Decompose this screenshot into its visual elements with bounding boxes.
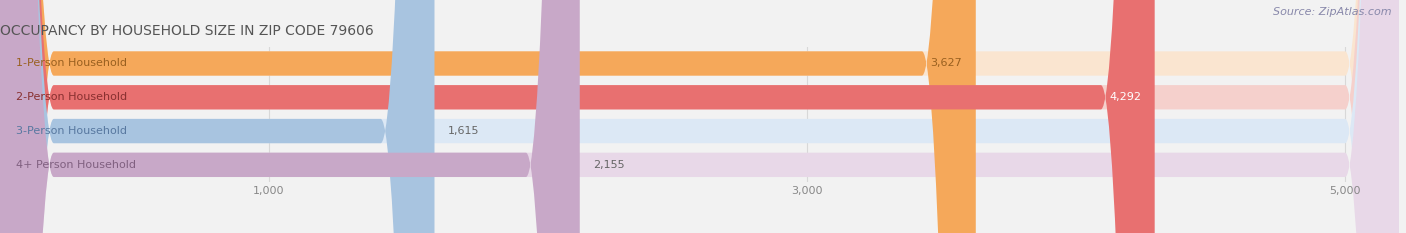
Text: 1,615: 1,615 <box>449 126 479 136</box>
FancyBboxPatch shape <box>0 0 976 233</box>
Text: 4+ Person Household: 4+ Person Household <box>15 160 136 170</box>
FancyBboxPatch shape <box>0 0 579 233</box>
Text: 4,292: 4,292 <box>1109 92 1142 102</box>
Text: 1-Person Household: 1-Person Household <box>15 58 127 69</box>
FancyBboxPatch shape <box>0 0 1154 233</box>
Text: Source: ZipAtlas.com: Source: ZipAtlas.com <box>1274 7 1392 17</box>
Text: 3,627: 3,627 <box>931 58 962 69</box>
Text: 2-Person Household: 2-Person Household <box>15 92 128 102</box>
FancyBboxPatch shape <box>0 0 434 233</box>
Text: 2,155: 2,155 <box>593 160 624 170</box>
Text: OCCUPANCY BY HOUSEHOLD SIZE IN ZIP CODE 79606: OCCUPANCY BY HOUSEHOLD SIZE IN ZIP CODE … <box>0 24 374 38</box>
Text: 3-Person Household: 3-Person Household <box>15 126 127 136</box>
